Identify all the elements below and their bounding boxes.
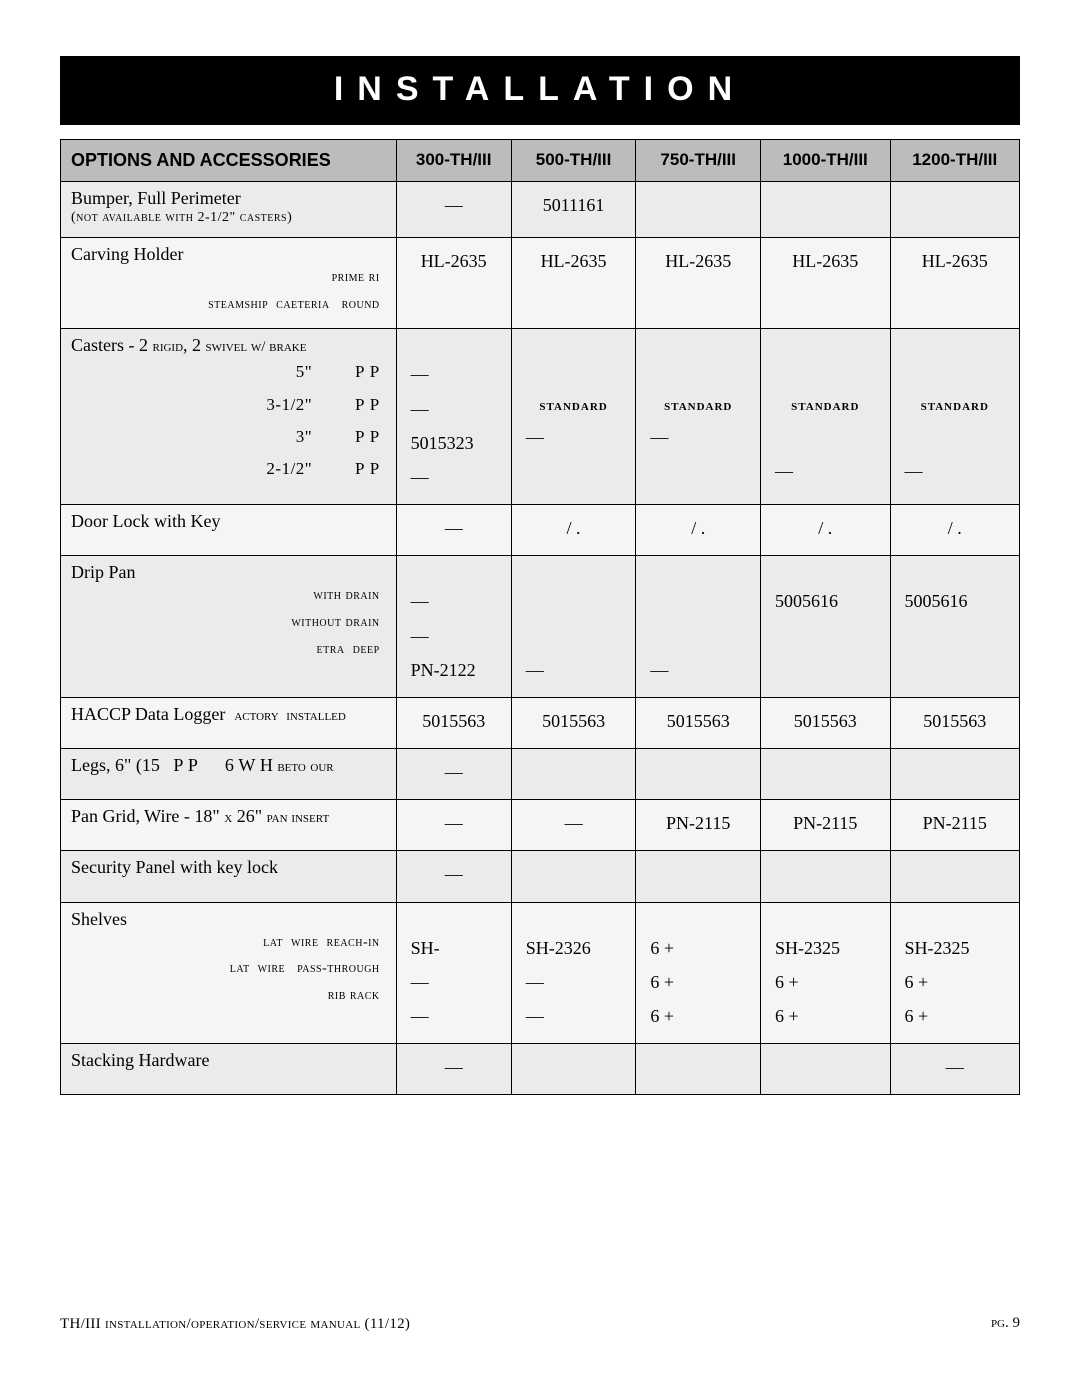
value-cell: [761, 182, 890, 238]
value-cell: SH-2326——: [511, 902, 636, 1044]
value-cell: [890, 749, 1020, 800]
value-cell: SH-23256 +6 +: [761, 902, 890, 1044]
value-cell: PN-2115: [761, 800, 890, 851]
value-cell: HL-2635: [396, 238, 511, 329]
value-cell: —: [890, 1044, 1020, 1095]
value-cell: [761, 749, 890, 800]
option-cell: Drip Panwith drainwithout drainetra deep: [61, 556, 397, 698]
value-cell: [761, 851, 890, 902]
value-cell: HL-2635: [511, 238, 636, 329]
header-col-1: 500-TH/III: [511, 140, 636, 182]
header-col-2: 750-TH/III: [636, 140, 761, 182]
option-cell: Bumper, Full Perimeter(not available wit…: [61, 182, 397, 238]
value-cell: 5015563: [511, 697, 636, 748]
footer-left: TH/III installation/operation/service ma…: [60, 1316, 410, 1332]
table-row: Legs, 6" (15 P P 6 W H beto our—: [61, 749, 1020, 800]
value-cell: 5011161: [511, 182, 636, 238]
value-cell: —: [396, 800, 511, 851]
option-cell: Carving Holderprime risteamship caeteria…: [61, 238, 397, 329]
table-body: Bumper, Full Perimeter(not available wit…: [61, 182, 1020, 1095]
option-cell: Pan Grid, Wire - 18" x 26" pan insert: [61, 800, 397, 851]
value-cell: [511, 1044, 636, 1095]
option-cell: Casters - 2 rigid, 2 swivel w/ brake5" P…: [61, 329, 397, 505]
value-cell: [890, 851, 1020, 902]
table-row: Shelveslat wire reach-inlat wire pass-th…: [61, 902, 1020, 1044]
options-table: OPTIONS AND ACCESSORIES300-TH/III500-TH/…: [60, 139, 1020, 1095]
value-cell: 5015563: [396, 697, 511, 748]
option-cell: Security Panel with key lock: [61, 851, 397, 902]
value-cell: 5015563: [890, 697, 1020, 748]
table-row: HACCP Data Logger actory installed501556…: [61, 697, 1020, 748]
value-cell: [761, 1044, 890, 1095]
table-row: Security Panel with key lock—: [61, 851, 1020, 902]
option-cell: Legs, 6" (15 P P 6 W H beto our: [61, 749, 397, 800]
value-cell: HL-2635: [636, 238, 761, 329]
value-cell: standard—: [511, 329, 636, 505]
value-cell: —: [396, 1044, 511, 1095]
option-cell: Stacking Hardware: [61, 1044, 397, 1095]
value-cell: [636, 749, 761, 800]
value-cell: 5005616: [890, 556, 1020, 698]
value-cell: / .: [761, 505, 890, 556]
value-cell: ——PN-2122: [396, 556, 511, 698]
value-cell: standard —: [761, 329, 890, 505]
header-col-3: 1000-TH/III: [761, 140, 890, 182]
value-cell: 5015563: [761, 697, 890, 748]
option-cell: Door Lock with Key: [61, 505, 397, 556]
table-row: Stacking Hardware——: [61, 1044, 1020, 1095]
value-cell: 6 +6 +6 +: [636, 902, 761, 1044]
value-cell: standard—: [636, 329, 761, 505]
value-cell: [636, 1044, 761, 1095]
value-cell: —: [396, 851, 511, 902]
table-row: Bumper, Full Perimeter(not available wit…: [61, 182, 1020, 238]
value-cell: HL-2635: [761, 238, 890, 329]
value-cell: [511, 851, 636, 902]
value-cell: / .: [636, 505, 761, 556]
option-cell: HACCP Data Logger actory installed: [61, 697, 397, 748]
table-header-row: OPTIONS AND ACCESSORIES300-TH/III500-TH/…: [61, 140, 1020, 182]
table-row: Door Lock with Key—/ ./ ./ ./ .: [61, 505, 1020, 556]
value-cell: PN-2115: [890, 800, 1020, 851]
value-cell: PN-2115: [636, 800, 761, 851]
footer-page-number: pg. 9: [991, 1315, 1020, 1332]
table-row: Drip Panwith drainwithout drainetra deep…: [61, 556, 1020, 698]
value-cell: / .: [511, 505, 636, 556]
value-cell: —: [396, 749, 511, 800]
value-cell: 5005616: [761, 556, 890, 698]
section-banner: INSTALLATION: [60, 56, 1020, 125]
value-cell: [511, 749, 636, 800]
header-options: OPTIONS AND ACCESSORIES: [61, 140, 397, 182]
value-cell: / .: [890, 505, 1020, 556]
table-row: Carving Holderprime risteamship caeteria…: [61, 238, 1020, 329]
value-cell: SH-——: [396, 902, 511, 1044]
value-cell: 5015563: [636, 697, 761, 748]
table-row: Pan Grid, Wire - 18" x 26" pan insert——P…: [61, 800, 1020, 851]
option-cell: Shelveslat wire reach-inlat wire pass-th…: [61, 902, 397, 1044]
value-cell: HL-2635: [890, 238, 1020, 329]
value-cell: SH-23256 +6 +: [890, 902, 1020, 1044]
value-cell: [636, 182, 761, 238]
value-cell: —: [636, 556, 761, 698]
header-col-0: 300-TH/III: [396, 140, 511, 182]
header-col-4: 1200-TH/III: [890, 140, 1020, 182]
table-row: Casters - 2 rigid, 2 swivel w/ brake5" P…: [61, 329, 1020, 505]
value-cell: ——5015323—: [396, 329, 511, 505]
value-cell: [890, 182, 1020, 238]
value-cell: —: [396, 182, 511, 238]
value-cell: —: [511, 800, 636, 851]
value-cell: —: [396, 505, 511, 556]
value-cell: [636, 851, 761, 902]
page-footer: TH/III installation/operation/service ma…: [60, 1315, 1020, 1333]
value-cell: standard —: [890, 329, 1020, 505]
value-cell: —: [511, 556, 636, 698]
